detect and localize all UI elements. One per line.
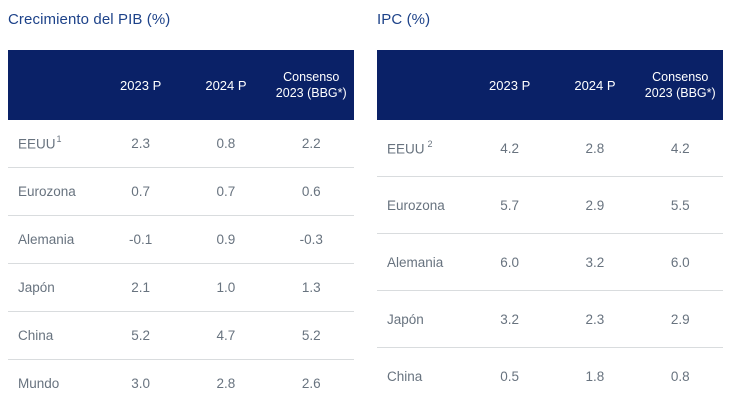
table-row: China 5.2 4.7 5.2 — [8, 312, 354, 360]
cell-value: 5.2 — [131, 328, 151, 343]
table-title: Crecimiento del PIB (%) — [8, 11, 171, 28]
header-consenso: Consenso 2023 (BBG*) — [275, 70, 347, 100]
cell-value: 6.0 — [500, 254, 520, 270]
cell-value: 2.1 — [131, 280, 151, 295]
cell-value: 5.7 — [500, 197, 520, 213]
cell-value: 0.7 — [216, 184, 236, 199]
cell-value: 0.9 — [216, 232, 236, 247]
table-header: 2023 P 2024 P Consenso 2023 (BBG*) — [377, 50, 723, 120]
cell-value: 2.8 — [216, 376, 236, 391]
cell-value: 4.7 — [216, 328, 236, 343]
row-label: Eurozona — [18, 184, 76, 199]
cell-value: 4.2 — [670, 140, 690, 156]
table-row: Eurozona 0.7 0.7 0.6 — [8, 168, 354, 216]
table-row: Japón 3.2 2.3 2.9 — [377, 291, 723, 348]
cell-value: 3.2 — [500, 311, 520, 327]
cell-value: 2.6 — [301, 376, 321, 391]
table-row: EEUU 2 4.2 2.8 4.2 — [377, 120, 723, 177]
cpi-table: IPC (%) 2023 P 2024 P Consenso 2023 (BBG… — [377, 0, 723, 411]
cell-value: 1.0 — [216, 280, 236, 295]
cell-value: 1.3 — [301, 280, 321, 295]
row-label: Japón — [18, 280, 55, 295]
header-2023p: 2023 P — [489, 77, 531, 93]
header-consenso: Consenso 2023 (BBG*) — [644, 70, 716, 100]
header-2024p: 2024 P — [574, 77, 616, 93]
table-row: China 0.5 1.8 0.8 — [377, 348, 723, 404]
table-row: Japón 2.1 1.0 1.3 — [8, 264, 354, 312]
table-row: Alemania 6.0 3.2 6.0 — [377, 234, 723, 291]
cell-value: 5.2 — [301, 328, 321, 343]
row-label: Eurozona — [387, 197, 445, 213]
cell-value: 3.2 — [585, 254, 605, 270]
row-label: EEUU 2 — [387, 138, 433, 157]
cell-value: 1.8 — [585, 368, 605, 384]
row-label: Alemania — [387, 254, 444, 270]
header-2023p: 2023 P — [120, 77, 162, 93]
table-row: EEUU1 2.3 0.8 2.2 — [8, 120, 354, 168]
cell-value: 2.2 — [301, 136, 321, 151]
header-2024p: 2024 P — [205, 77, 247, 93]
gdp-growth-table: Crecimiento del PIB (%) 2023 P 2024 P Co… — [8, 0, 354, 411]
table-title: IPC (%) — [377, 11, 431, 28]
cell-value: 2.9 — [670, 311, 690, 327]
cell-value: 6.0 — [670, 254, 690, 270]
cell-value: 0.5 — [500, 368, 520, 384]
cell-value: -0.3 — [299, 232, 323, 247]
cell-value: 4.2 — [500, 140, 520, 156]
row-label: EEUU1 — [18, 134, 62, 152]
table-body: EEUU1 2.3 0.8 2.2 Eurozona 0.7 0.7 0.6 A… — [8, 120, 354, 407]
cell-value: 2.3 — [131, 136, 151, 151]
row-label: China — [18, 328, 54, 343]
row-label: Japón — [387, 311, 424, 327]
cell-value: -0.1 — [129, 232, 153, 247]
cell-value: 0.8 — [670, 368, 690, 384]
cell-value: 2.9 — [585, 197, 605, 213]
cell-value: 2.8 — [585, 140, 605, 156]
cell-value: 3.0 — [131, 376, 151, 391]
cell-value: 0.7 — [131, 184, 151, 199]
row-label: Alemania — [18, 232, 75, 247]
cell-value: 2.3 — [585, 311, 605, 327]
footnote-marker: 2 — [427, 138, 433, 149]
table-row: Alemania -0.1 0.9 -0.3 — [8, 216, 354, 264]
table-row: Mundo 3.0 2.8 2.6 — [8, 360, 354, 407]
cell-value: 0.8 — [216, 136, 236, 151]
cell-value: 5.5 — [670, 197, 690, 213]
footnote-marker: 1 — [56, 134, 62, 145]
row-label: China — [387, 368, 423, 384]
cell-value: 0.6 — [301, 184, 321, 199]
row-label: Mundo — [18, 376, 60, 391]
table-header: 2023 P 2024 P Consenso 2023 (BBG*) — [8, 50, 354, 120]
table-row: Eurozona 5.7 2.9 5.5 — [377, 177, 723, 234]
table-body: EEUU 2 4.2 2.8 4.2 Eurozona 5.7 2.9 5.5 A… — [377, 120, 723, 404]
